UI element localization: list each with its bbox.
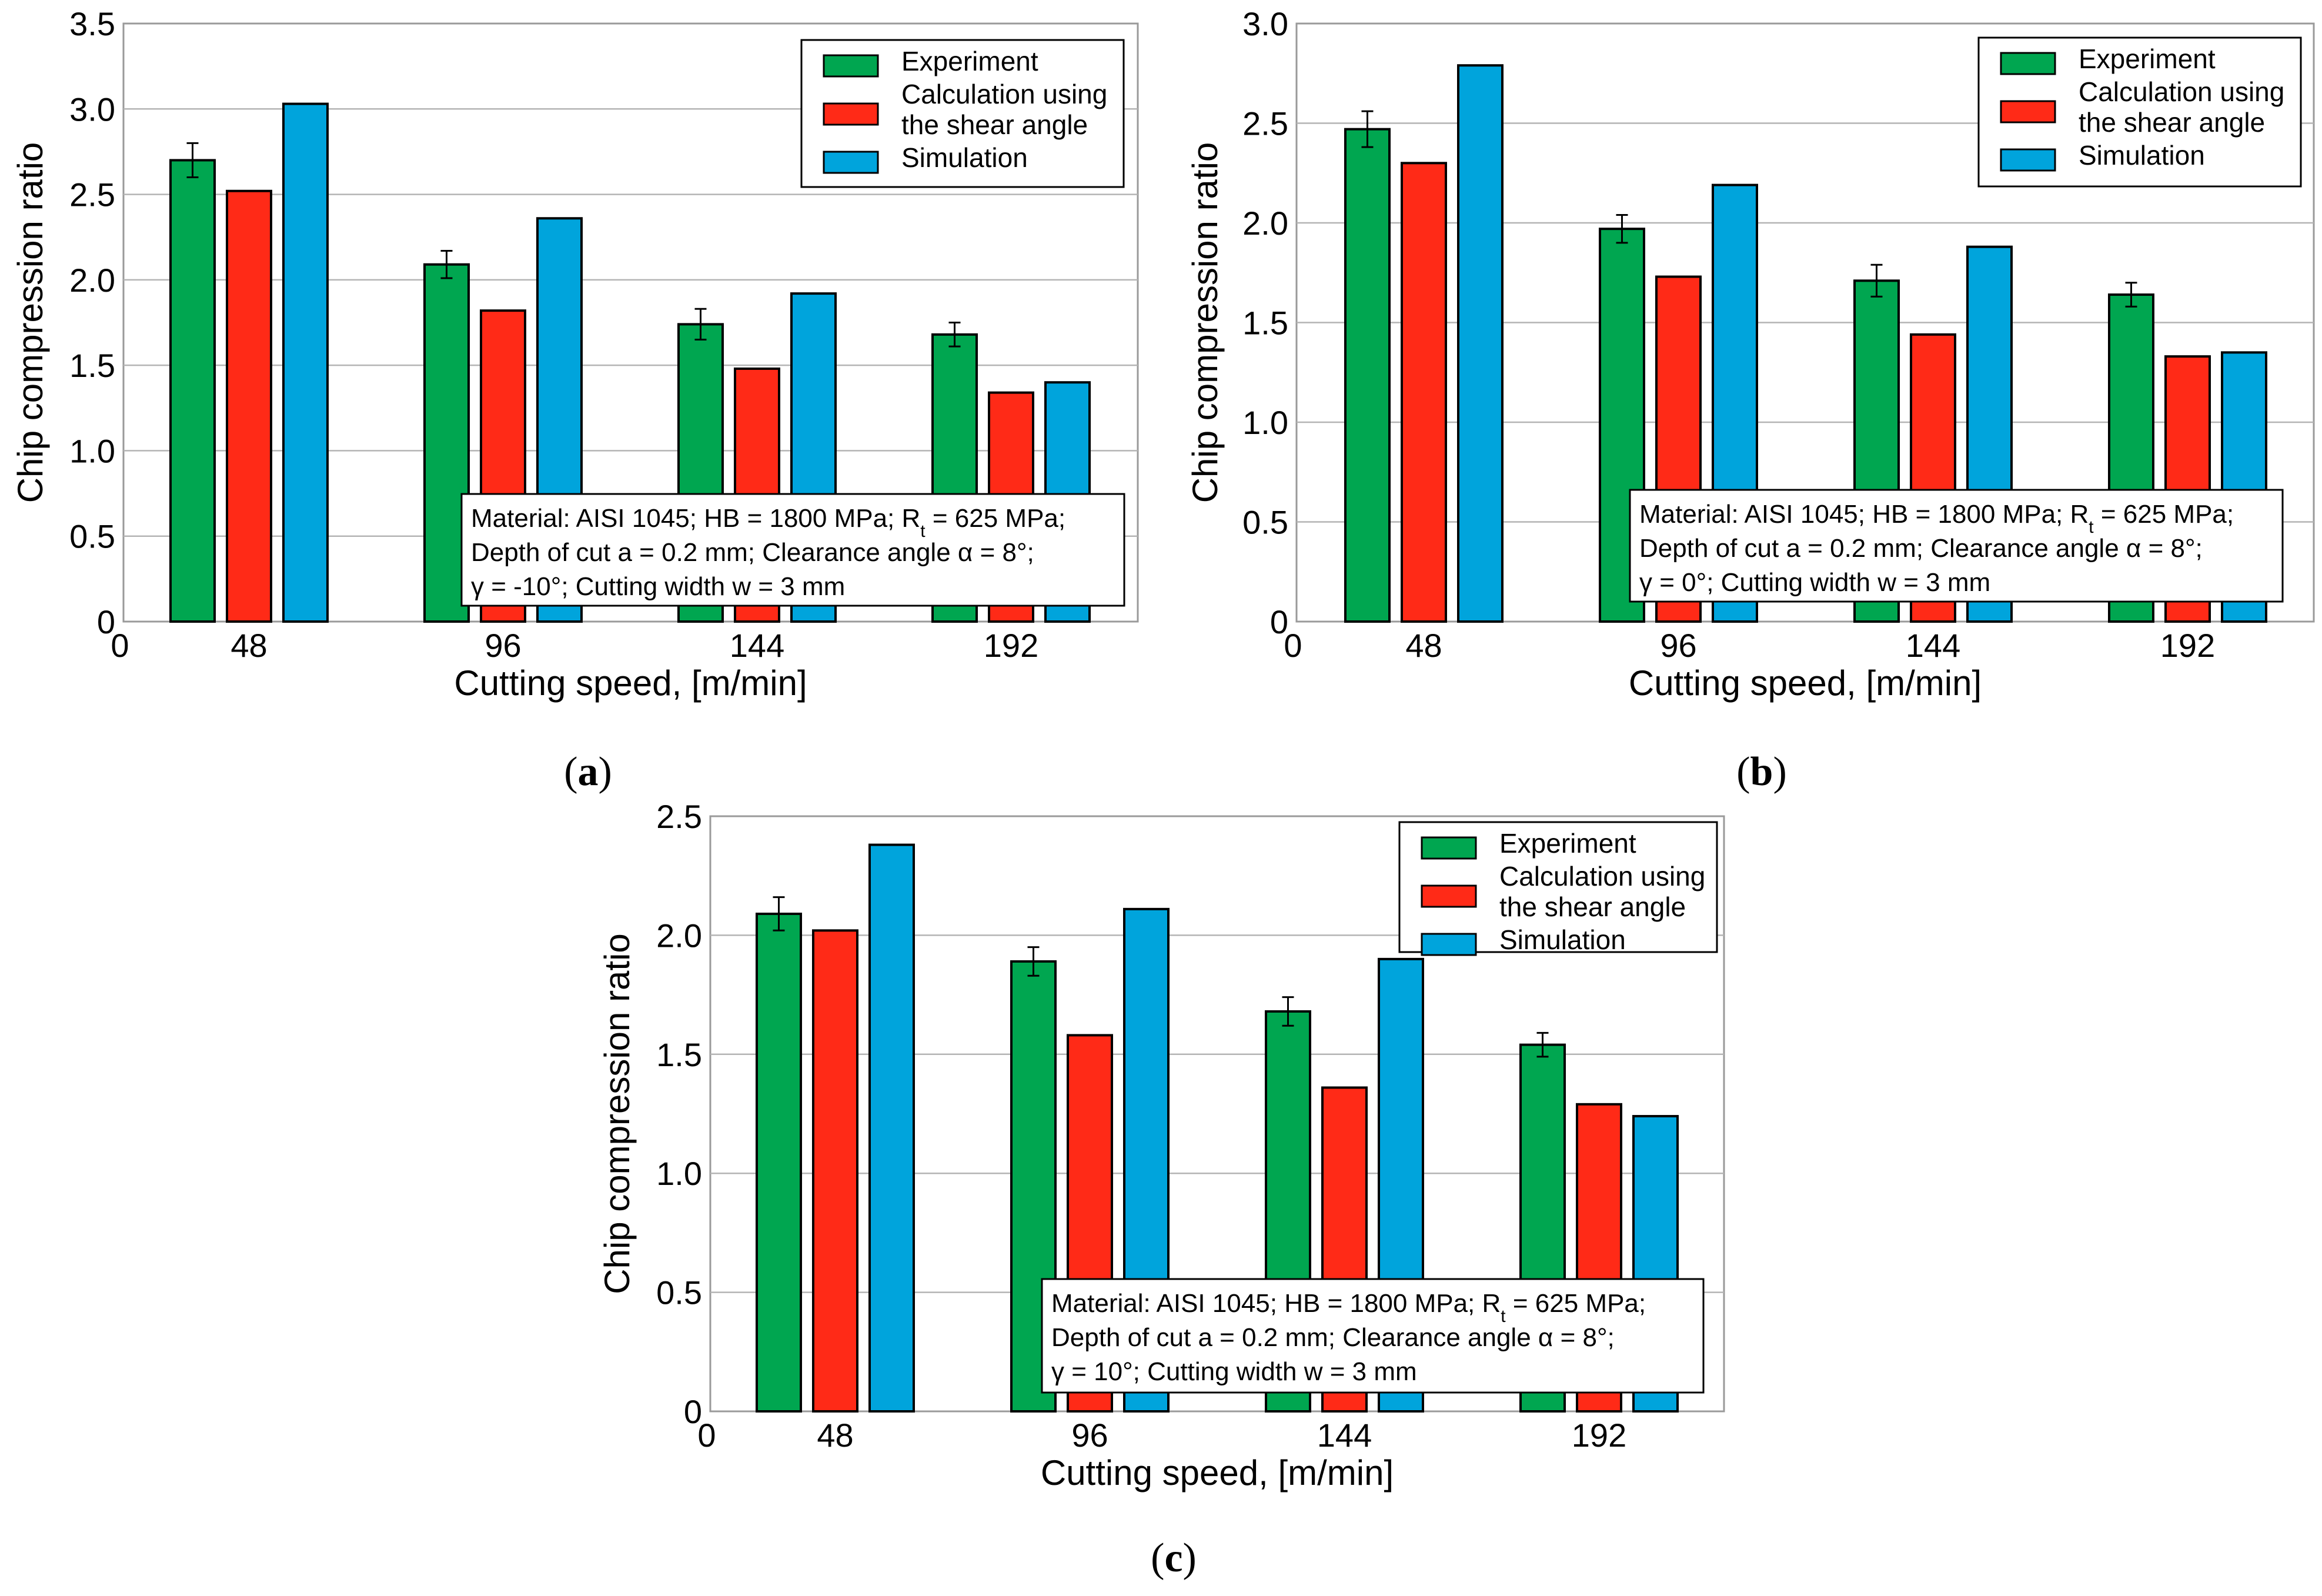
x-tick-label: 0 [697,1417,716,1454]
chart-panel-a: 0 0.5 1.0 1.5 2.0 2.5 3.0 3.5 0 48 96 144 192 Cutting… [11,5,1139,794]
x-axis-label: Cutting speed, [m/min] [454,663,807,703]
legend-swatch [1421,884,1477,908]
x-tick-label: 48 [230,627,267,664]
legend-swatch [2000,100,2056,123]
bar-calculation [812,929,858,1413]
legend-swatch [823,151,879,174]
legend-label: the shear angle [2079,107,2265,138]
annotation: Material: AISI 1045; HB = 1800 MPa; Rt =… [1629,489,2284,603]
x-tick-label: 144 [1317,1417,1372,1454]
bar-calculation [1401,162,1447,623]
panel-label: (a) [564,749,612,794]
x-tick-label: 96 [485,627,521,664]
x-tick-label: 48 [1405,627,1442,664]
bar-simulation [868,843,915,1413]
y-axis-label: Chip compression ratio [1185,142,1225,503]
annotation-line: γ = 0°; Cutting width w = 3 mm [1639,568,1990,597]
annotation-line: γ = -10°; Cutting width w = 3 mm [471,572,845,601]
legend-label: Experiment [1499,828,1636,859]
bar-simulation [282,102,329,623]
annotation-box [460,493,1125,607]
legend-label: the shear angle [1499,892,1686,922]
annotation-line: Material: AISI 1045; HB = 1800 MPa; Rt =… [1639,500,2234,537]
y-tick-label: 0 [684,1393,702,1430]
annotation: Material: AISI 1045; HB = 1800 MPa; Rt =… [1041,1278,1705,1394]
bar-experiment [1010,960,1057,1413]
y-tick-label: 0 [97,603,115,640]
legend-label: Calculation using [2079,76,2284,107]
x-axis-label: Cutting speed, [m/min] [1629,663,1982,703]
x-tick-label: 192 [2160,627,2215,664]
y-tick-label: 2.5 [69,176,115,213]
legend-swatch [1421,933,1477,956]
y-tick-label: 1.0 [1242,404,1288,441]
legend-swatch [2000,52,2056,75]
y-tick-label: 3.0 [69,91,115,128]
bar-experiment [169,159,216,623]
x-tick-label: 96 [1071,1417,1108,1454]
legend-swatch [823,54,879,78]
annotation-line: Depth of cut a = 0.2 mm; Clearance angle… [1051,1323,1615,1352]
legend-label: Experiment [2079,44,2216,74]
legend-swatch [1421,836,1477,860]
x-tick-label: 192 [1572,1417,1626,1454]
y-tick-label: 1.5 [69,347,115,384]
x-tick-label: 0 [1284,627,1302,664]
annotation: Material: AISI 1045; HB = 1800 MPa; Rt =… [460,493,1125,607]
y-tick-label: 2.5 [656,798,702,835]
x-tick-label: 144 [1906,627,1960,664]
y-tick-label: 1.5 [656,1036,702,1073]
x-tick-label: 144 [730,627,784,664]
legend-label: Simulation [901,142,1028,173]
y-tick-label: 1.0 [656,1155,702,1192]
x-tick-label: 96 [1660,627,1696,664]
y-tick-label: 0.5 [1242,504,1288,541]
x-tick-label: 48 [817,1417,853,1454]
y-tick-label: 0.5 [69,518,115,555]
x-axis-label: Cutting speed, [m/min] [1041,1453,1394,1493]
annotation-line: Depth of cut a = 0.2 mm; Clearance angle… [471,538,1034,567]
legend-label: Experiment [901,46,1038,76]
annotation-line: Material: AISI 1045; HB = 1800 MPa; Rt =… [1051,1289,1646,1326]
y-tick-label: 2.0 [1242,205,1288,242]
y-axis-label: Chip compression ratio [11,142,50,503]
y-tick-label: 2.0 [656,917,702,954]
chart-panel-b: 0 0.5 1.0 1.5 2.0 2.5 3.0 0 48 96 144 192 Cutting sp… [1185,5,2315,794]
legend-label: Simulation [2079,140,2205,171]
legend-label: Calculation using [1499,861,1705,892]
y-tick-label: 3.0 [1242,5,1288,42]
y-tick-label: 2.0 [69,262,115,299]
annotation-box [1041,1278,1705,1394]
legend-label: Calculation using [901,79,1107,109]
legend-label: Simulation [1499,924,1626,955]
panel-label: (b) [1736,749,1787,794]
x-tick-label: 192 [984,627,1038,664]
y-tick-label: 2.5 [1242,105,1288,142]
y-axis-label: Chip compression ratio [597,933,637,1294]
chart-panel-c: 0 0.5 1.0 1.5 2.0 2.5 0 48 96 144 192 Cutting speed… [597,798,1725,1581]
annotation-line: Material: AISI 1045; HB = 1800 MPa; Rt =… [471,504,1065,541]
bar-simulation [1457,64,1504,623]
y-tick-label: 0 [1270,603,1288,640]
legend-swatch [2000,148,2056,172]
annotation-box [1629,489,2284,603]
legend-swatch [823,102,879,126]
y-tick-label: 1.5 [1242,305,1288,342]
bar-calculation [226,189,272,623]
y-tick-label: 0.5 [656,1274,702,1311]
annotation-line: γ = 10°; Cutting width w = 3 mm [1051,1357,1417,1386]
y-tick-label: 1.0 [69,432,115,469]
x-tick-label: 0 [111,627,129,664]
y-tick-label: 3.5 [69,5,115,42]
bar-experiment [756,912,802,1413]
bar-experiment [1344,128,1391,623]
panel-label: (c) [1151,1535,1197,1581]
annotation-line: Depth of cut a = 0.2 mm; Clearance angle… [1639,534,2203,563]
legend-label: the shear angle [901,109,1088,140]
